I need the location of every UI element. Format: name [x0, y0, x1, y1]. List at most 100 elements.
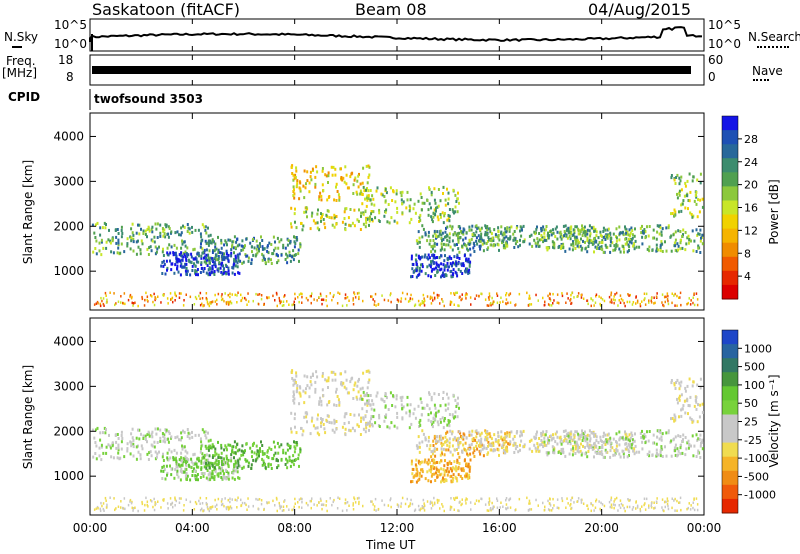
power-cell [193, 303, 196, 306]
velocity-cell [608, 439, 611, 443]
velocity-cell [605, 440, 608, 444]
velocity-cell [231, 450, 233, 454]
power-cell [442, 192, 444, 195]
velocity-cell [594, 450, 597, 454]
power-cell [484, 224, 487, 228]
power-cell [595, 295, 597, 298]
power-cell [369, 198, 372, 202]
velocity-cell [231, 476, 234, 480]
velocity-cell [454, 465, 457, 469]
velocity-cell [196, 457, 199, 461]
power-cell [527, 304, 530, 307]
power-cell [263, 303, 265, 306]
power-cell [166, 268, 168, 272]
velocity-cell [519, 448, 521, 452]
velocity-cell [213, 475, 216, 478]
power-cell [564, 249, 567, 253]
power-cell [684, 231, 687, 234]
velocity-cell [286, 448, 289, 452]
power-cell [327, 174, 330, 178]
velocity-cell [105, 445, 108, 449]
velocity-cell [418, 471, 421, 475]
velocity-cell [222, 461, 225, 465]
power-cell [563, 234, 566, 238]
velocity-cell [366, 386, 369, 390]
power-cell [686, 302, 688, 306]
power-cell [299, 181, 302, 185]
power-cell [207, 243, 210, 247]
power-cell [609, 240, 612, 244]
velocity-cell [257, 507, 260, 511]
power-cell [344, 293, 347, 296]
power-cell [605, 235, 608, 239]
velocity-cell [547, 499, 549, 503]
velocity-cell [457, 445, 460, 449]
velocity-cell [543, 436, 546, 440]
power-cell [650, 297, 653, 300]
velocity-cell [651, 453, 654, 457]
power-cell [440, 245, 443, 249]
power-cell [323, 222, 326, 226]
power-cell [292, 303, 295, 306]
power-cell [237, 254, 240, 258]
power-cell [424, 272, 427, 276]
velocity-cell [632, 449, 635, 453]
velocity-cell [456, 458, 459, 462]
power-cell [316, 299, 318, 302]
velocity-cell [298, 498, 301, 501]
velocity-cell [549, 498, 551, 501]
velocity-cell [471, 438, 474, 442]
velocity-cell [683, 399, 686, 403]
velocity-cell [478, 449, 481, 453]
nsky-tick-bottom: 10^0 [54, 37, 87, 51]
velocity-cell [447, 462, 450, 466]
power-cell [641, 224, 643, 228]
velocity-cell [198, 459, 200, 463]
velocity-cell [647, 439, 650, 443]
velocity-cell [107, 443, 110, 447]
power-cell [674, 182, 677, 185]
velocity-cell [505, 497, 508, 500]
power-cell [264, 261, 267, 264]
power-cell [225, 252, 228, 255]
power-cell [522, 224, 525, 228]
power-cell [258, 244, 261, 248]
velocity-cell [440, 441, 443, 445]
velocity-cell [430, 465, 432, 469]
velocity-cell [441, 416, 444, 420]
power-cell [480, 236, 483, 240]
power-cell [451, 248, 454, 252]
power-cell [298, 300, 300, 304]
power-cell [687, 207, 689, 211]
power-cell [478, 294, 480, 298]
velocity-cell [540, 439, 543, 442]
velocity-cell [120, 434, 123, 437]
velocity-cell [447, 419, 450, 422]
velocity-cell [311, 497, 313, 500]
velocity-cell [528, 508, 531, 511]
power-cell [488, 295, 491, 298]
power-cell [641, 229, 644, 233]
power-cell [150, 227, 153, 231]
velocity-cell [208, 446, 211, 450]
velocity-cell [697, 449, 700, 453]
power-cell [292, 258, 295, 262]
power-cell [166, 246, 169, 250]
velocity-cell [481, 447, 484, 451]
velocity-cell [352, 504, 354, 507]
velocity-cell [241, 444, 244, 448]
velocity-cell [500, 435, 503, 439]
power-cell [537, 244, 540, 248]
velocity-cell [260, 499, 263, 502]
velocity-cell [102, 507, 105, 511]
velocity-cell [249, 446, 252, 450]
power-cell [325, 299, 327, 302]
power-cell [200, 254, 203, 258]
velocity-cell [286, 459, 289, 463]
velocity-cell [560, 449, 563, 453]
power-cell [570, 225, 573, 229]
velocity-cell [190, 466, 193, 469]
velocity-cell [432, 420, 435, 424]
velocity-cell [172, 458, 175, 462]
power-cell [601, 298, 604, 301]
